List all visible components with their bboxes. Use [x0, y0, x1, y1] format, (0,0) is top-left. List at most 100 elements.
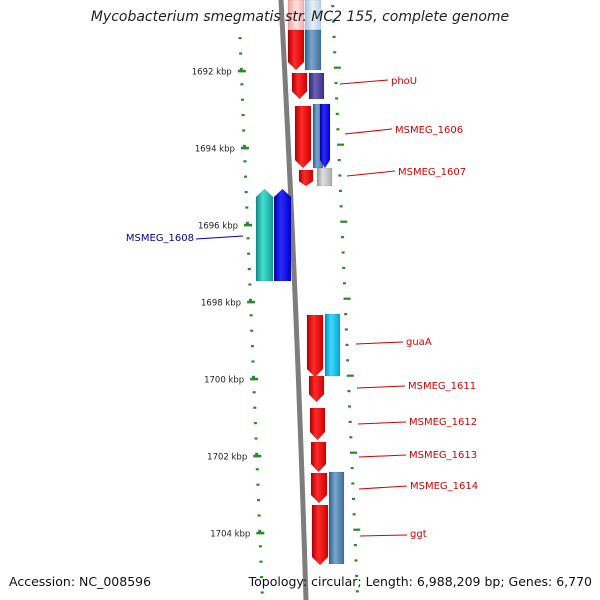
ruler-dot [253, 406, 257, 409]
gene-label-leader [344, 128, 393, 135]
gene-feature[interactable] [309, 407, 326, 441]
gene-feature[interactable] [306, 314, 324, 378]
gene-label-msmeg-1607[interactable]: MSMEG_1607 [398, 167, 466, 178]
ruler-dot [331, 5, 335, 8]
gene-feature[interactable] [308, 72, 325, 100]
ruler-dot [340, 220, 348, 223]
genome-title: Mycobacterium smegmatis str. MC2 155, co… [90, 9, 510, 25]
ruler-dot [338, 174, 342, 177]
ruler-dot [248, 298, 252, 301]
gene-feature[interactable] [291, 72, 308, 100]
ruler-dot [242, 129, 246, 132]
ruler-dot [350, 467, 354, 470]
ruler-dot [342, 282, 346, 285]
ruler-dot [344, 328, 348, 331]
ruler-tick-label: 1700 kbp [204, 376, 244, 386]
ruler-dot [351, 497, 355, 500]
ruler-dot [258, 545, 262, 548]
ruler-dot [245, 206, 249, 209]
ruler-dot [250, 345, 254, 348]
ruler-dot [258, 529, 262, 532]
gene-feature[interactable] [273, 188, 292, 282]
gene-label-msmeg-1606[interactable]: MSMEG_1606 [395, 125, 463, 136]
gene-label-msmeg-1612[interactable]: MSMEG_1612 [409, 417, 477, 428]
feature-layer [255, 0, 345, 566]
gene-label-ggt[interactable]: ggt [410, 529, 427, 540]
ruler-dot [256, 483, 260, 486]
ruler-dot [343, 297, 351, 300]
ruler-dot [335, 112, 339, 115]
ruler-dot [240, 83, 244, 86]
ruler-dot [337, 159, 341, 162]
gene-feature[interactable] [311, 504, 329, 566]
ruler-dot [253, 422, 257, 425]
ruler-dot [346, 359, 350, 362]
ruler-dot [260, 576, 264, 579]
ruler-dot [244, 191, 248, 194]
ruler-tick-label: 1704 kbp [210, 530, 250, 540]
gene-feature[interactable] [310, 441, 327, 473]
ruler-dot [353, 528, 361, 531]
ruler-dot [240, 98, 244, 101]
ruler-layer: 1692 kbp 1694 kbp 1696 kbp 1698 kbp 1700 kbp… [192, 5, 361, 594]
genome-backbone [278, 0, 309, 600]
gene-feature[interactable] [255, 188, 274, 282]
ruler-dot [355, 590, 359, 593]
gene-label-leader [346, 170, 396, 177]
gene-label-phou[interactable]: phoU [391, 76, 417, 87]
gene-feature[interactable] [324, 313, 341, 377]
gene-label-leader [358, 454, 407, 458]
ruler-dot [255, 468, 259, 471]
gene-label-guaa[interactable]: guaA [406, 337, 432, 348]
ruler-dot [335, 97, 339, 100]
ruler-dot [339, 205, 343, 208]
ruler-dot [347, 390, 351, 393]
ruler-dot [239, 52, 243, 55]
ruler-dot [257, 514, 261, 517]
ruler-tick-label: 1698 kbp [201, 299, 241, 309]
gene-label-msmeg-1611[interactable]: MSMEG_1611 [408, 381, 476, 392]
ruler-dot [340, 236, 344, 239]
ruler-dot [346, 374, 354, 377]
gene-feature[interactable] [304, 29, 322, 71]
gene-label-msmeg-1613[interactable]: MSMEG_1613 [409, 450, 477, 461]
gene-feature[interactable] [328, 471, 345, 565]
ruler-dot [342, 266, 346, 269]
ruler-major-tick [256, 531, 265, 535]
ruler-dot [247, 268, 251, 271]
gene-feature[interactable] [298, 169, 314, 187]
gene-feature[interactable] [316, 167, 333, 187]
ruler-dot [350, 451, 358, 454]
ruler-dot [349, 436, 353, 439]
gene-feature[interactable] [287, 29, 305, 71]
ruler-dot [353, 544, 357, 547]
topology-info: Topology: circular; Length: 6,988,209 bp… [248, 574, 592, 589]
gene-feature[interactable] [310, 472, 328, 504]
ruler-dot [354, 559, 358, 562]
ruler-dot [348, 405, 352, 408]
ruler-major-tick [253, 454, 262, 458]
ruler-tick-label: 1694 kbp [195, 145, 235, 155]
gene-label-leader [357, 421, 407, 425]
ruler-dot [254, 437, 258, 440]
ruler-dot [250, 329, 254, 332]
gene-label-leader [355, 341, 404, 345]
ruler-dot [247, 252, 251, 255]
ruler-dot [259, 560, 263, 563]
ruler-dot [252, 391, 256, 394]
gene-label-msmeg-1614[interactable]: MSMEG_1614 [410, 481, 478, 492]
ruler-dot [238, 37, 242, 40]
ruler-dot [352, 513, 356, 516]
ruler-dot [333, 66, 341, 69]
gene-feature[interactable] [294, 105, 312, 169]
ruler-dot [351, 482, 355, 485]
gene-feature[interactable] [308, 375, 325, 403]
ruler-dot [345, 343, 349, 346]
ruler-dot [244, 175, 248, 178]
ruler-dot [339, 189, 343, 192]
gene-label-msmeg-1608[interactable]: MSMEG_1608 [126, 233, 194, 244]
ruler-tick-label: 1696 kbp [198, 222, 238, 232]
gene-feature[interactable] [319, 103, 331, 169]
ruler-dot [246, 237, 250, 240]
gene-label-leader [358, 485, 408, 490]
